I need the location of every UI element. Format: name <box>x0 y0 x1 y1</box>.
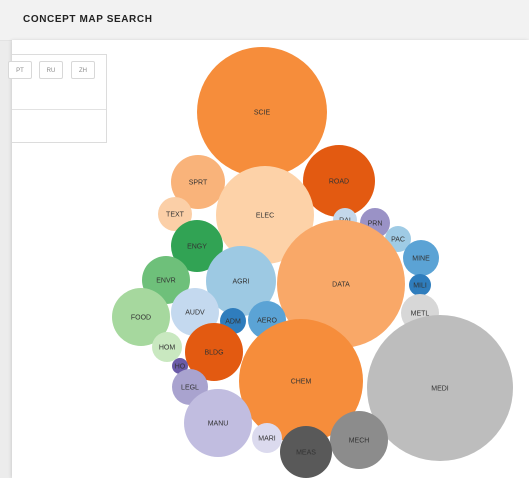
bubble-label: ELEC <box>256 213 274 220</box>
bubble-circle[interactable] <box>171 220 223 272</box>
bubble-label: MILI <box>413 283 427 290</box>
bubble-circle[interactable] <box>171 155 225 209</box>
bubble-label: MECH <box>349 438 370 445</box>
bubble-label: MEDI <box>431 386 449 393</box>
bubble-data[interactable]: DATA <box>277 220 405 348</box>
bubble-label: DATA <box>332 282 350 289</box>
bubble-circle[interactable] <box>409 274 431 296</box>
bubble-chem[interactable]: CHEM <box>239 319 363 443</box>
bubble-circle[interactable] <box>185 323 243 381</box>
bubble-circle[interactable] <box>303 145 375 217</box>
bubble-circle[interactable] <box>112 288 170 346</box>
bubble-label: HO <box>175 364 186 371</box>
bubble-agri[interactable]: AGRI <box>206 246 276 316</box>
bubble-label: AERO <box>257 318 277 325</box>
bubble-label: METL <box>411 311 430 318</box>
bubble-label: ROAD <box>329 179 349 186</box>
bubble-medi[interactable]: MEDI <box>367 315 513 461</box>
bubble-label: FOOD <box>131 315 151 322</box>
bubble-manu[interactable]: MANU <box>184 389 252 457</box>
bubble-circle[interactable] <box>152 332 182 362</box>
language-button-zh[interactable]: ZH <box>71 61 95 79</box>
bubble-label: MINE <box>412 256 430 263</box>
bubble-label: BLDG <box>204 350 223 357</box>
bubble-circle[interactable] <box>184 389 252 457</box>
bubble-circle[interactable] <box>206 246 276 316</box>
bubble-bldg[interactable]: BLDG <box>185 323 243 381</box>
bubble-hom[interactable]: HOM <box>152 332 182 362</box>
bubble-label: LEGL <box>181 385 199 392</box>
bubble-mine[interactable]: MINE <box>403 240 439 276</box>
bubble-label: MANU <box>208 421 229 428</box>
bubble-circle[interactable] <box>280 426 332 478</box>
bubble-label: TEXT <box>166 212 185 219</box>
bubble-scie[interactable]: SCIE <box>197 47 327 177</box>
bubble-elec[interactable]: ELEC <box>216 166 314 264</box>
bubble-circle[interactable] <box>403 240 439 276</box>
language-button-ru[interactable]: RU <box>39 61 63 79</box>
bubble-label: PAC <box>391 237 405 244</box>
bubble-circle[interactable] <box>367 315 513 461</box>
bubble-mech[interactable]: MECH <box>330 411 388 469</box>
bubble-label: SPRT <box>189 180 208 187</box>
bubble-circle[interactable] <box>239 319 363 443</box>
bubble-label: PRN <box>368 221 383 228</box>
bubble-label: HOM <box>159 345 176 352</box>
bubble-mari[interactable]: MARI <box>252 423 282 453</box>
bubble-label: AGRI <box>232 279 249 286</box>
bubble-circle[interactable] <box>277 220 405 348</box>
bubble-circle[interactable] <box>172 358 188 374</box>
bubble-sprt[interactable]: SPRT <box>171 155 225 209</box>
bubble-ho[interactable]: HO <box>172 358 188 374</box>
bubble-circle[interactable] <box>197 47 327 177</box>
bubble-label: CHEM <box>291 379 312 386</box>
bubble-label: SCIE <box>254 110 271 117</box>
bubble-engy[interactable]: ENGY <box>171 220 223 272</box>
bubble-label: MEAS <box>296 450 316 457</box>
bubble-circle[interactable] <box>216 166 314 264</box>
divider <box>12 109 106 110</box>
bubble-food[interactable]: FOOD <box>112 288 170 346</box>
bubble-meas[interactable]: MEAS <box>280 426 332 478</box>
page-title: CONCEPT MAP SEARCH <box>23 14 153 25</box>
bubble-text[interactable]: TEXT <box>158 197 192 231</box>
bubble-label: ENVR <box>156 278 175 285</box>
bubble-road[interactable]: ROAD <box>303 145 375 217</box>
language-selector: PT RU ZH <box>8 54 107 143</box>
bubble-mili[interactable]: MILI <box>409 274 431 296</box>
bubble-label: AUDV <box>185 310 205 317</box>
language-button-pt[interactable]: PT <box>8 61 32 79</box>
bubble-label: MARI <box>258 436 276 443</box>
bubble-circle[interactable] <box>252 423 282 453</box>
bubble-circle[interactable] <box>158 197 192 231</box>
bubble-label: ADM <box>225 319 241 326</box>
bubble-circle[interactable] <box>330 411 388 469</box>
bubble-label: ENGY <box>187 244 207 251</box>
